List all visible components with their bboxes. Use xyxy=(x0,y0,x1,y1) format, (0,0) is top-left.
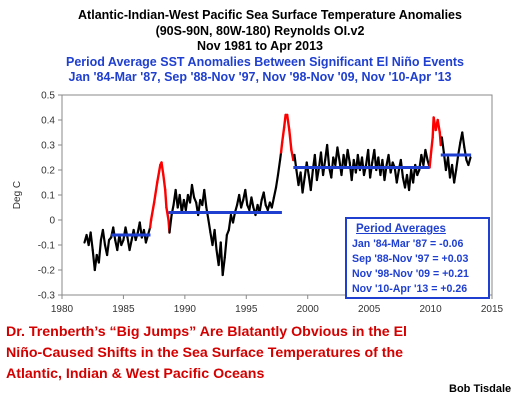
series-segment xyxy=(395,168,400,184)
series-segment xyxy=(369,161,374,179)
series-segment xyxy=(258,198,263,214)
series-segment xyxy=(455,153,460,172)
y-tick-label: 0 xyxy=(49,216,55,227)
series-segment xyxy=(244,188,249,207)
el-nino-segment xyxy=(280,126,286,144)
series-segment xyxy=(301,176,306,194)
x-tick-label: 1985 xyxy=(112,304,135,315)
legend-row: Sep '88-Nov '97 = +0.03 xyxy=(352,253,469,265)
el-nino-segment xyxy=(152,181,159,204)
series-segment xyxy=(461,131,466,149)
series-segment xyxy=(467,156,472,167)
el-nino-segment xyxy=(163,188,168,209)
y-tick-label: 0.2 xyxy=(41,166,55,177)
el-nino-segment xyxy=(149,201,156,222)
x-tick-label: 1990 xyxy=(174,304,197,315)
x-tick-label: 1980 xyxy=(51,304,74,315)
series-segment xyxy=(203,188,208,209)
series-segment xyxy=(346,148,351,164)
el-nino-segment xyxy=(160,161,165,177)
el-nino-segment xyxy=(285,113,291,132)
el-nino-segment xyxy=(282,113,287,129)
el-nino-segment xyxy=(148,218,153,229)
period-average-layer xyxy=(111,153,472,237)
series-segment xyxy=(262,191,267,207)
y-tick-label: 0.1 xyxy=(41,191,55,202)
series-segment xyxy=(274,173,280,189)
el-nino-segment xyxy=(428,156,432,169)
legend-row: Jan '84-Mar '87 = -0.06 xyxy=(352,238,464,250)
x-tick-label: 2005 xyxy=(358,304,381,315)
el-nino-segment xyxy=(162,173,167,192)
series-segment xyxy=(272,186,278,199)
chart-title-line-1: Atlantic-Indian-West Pacific Sea Surface… xyxy=(78,8,462,22)
el-nino-segment xyxy=(279,141,284,154)
el-nino-segment xyxy=(165,206,170,222)
period-averages-legend: Period Averages Jan '84-Mar '87 = -0.06 … xyxy=(345,217,490,299)
legend-row: Nov '10-Apr '13 = +0.26 xyxy=(352,283,468,295)
y-axis: -0.3 -0.2 -0.1 0 0.1 0.2 0.3 0.4 0.5 xyxy=(38,91,62,302)
x-tick-label: 1995 xyxy=(235,304,258,315)
series-segment xyxy=(168,213,173,234)
x-axis: 1980 1985 1990 1995 2000 2005 2010 2015 xyxy=(51,295,504,315)
y-tick-label: -0.2 xyxy=(38,266,56,277)
x-tick-label: 2000 xyxy=(297,304,320,315)
series-segment xyxy=(97,238,103,264)
x-tick-label: 2010 xyxy=(419,304,442,315)
chart-title-line-3: Nov 1981 to Apr 2013 xyxy=(197,39,323,53)
series-segment xyxy=(89,231,94,252)
y-tick-label: 0.5 xyxy=(41,91,55,102)
author-credit: Bob Tisdale xyxy=(449,383,512,395)
el-nino-segment xyxy=(436,118,441,134)
series-segment xyxy=(453,168,458,184)
series-segment xyxy=(336,146,341,162)
y-axis-label: Deg C xyxy=(12,181,23,209)
series-segment xyxy=(309,168,314,192)
series-segment xyxy=(457,141,462,157)
y-tick-label: -0.3 xyxy=(38,291,56,302)
series-segment xyxy=(105,238,111,257)
chart-subtitle-line-1: Period Average SST Anomalies Between Sig… xyxy=(66,55,464,69)
chart-subtitle-line-2: Jan '84-Mar '87, Sep '88-Nov '97, Nov '9… xyxy=(69,70,452,84)
chart-title-line-2: (90S-90N, 80W-180) Reynolds OI.v2 xyxy=(156,24,365,38)
series-segment xyxy=(101,228,107,247)
y-tick-label: -0.1 xyxy=(38,241,56,252)
series-segment xyxy=(250,196,255,209)
series-segment xyxy=(278,151,283,162)
series-segment xyxy=(207,218,212,234)
series-segment xyxy=(424,148,429,162)
series-segment xyxy=(315,166,321,182)
series-segment xyxy=(276,158,282,177)
series-segment xyxy=(231,211,237,224)
series-segment xyxy=(270,196,276,209)
y-tick-label: 0.4 xyxy=(41,116,55,127)
series-segment xyxy=(440,136,445,154)
series-segment xyxy=(326,143,331,169)
series-segment xyxy=(240,198,245,209)
caption: Dr. Trenberth’s “Big Jumps” Are Blatantl… xyxy=(6,324,408,382)
series-segment xyxy=(190,183,196,199)
x-tick-label: 2015 xyxy=(481,304,504,315)
legend-row: Nov '98-Nov '09 = +0.21 xyxy=(352,268,469,280)
series-segment xyxy=(128,238,133,252)
legend-title: Period Averages xyxy=(356,223,446,235)
series-segment xyxy=(221,256,226,277)
series-segment xyxy=(223,233,228,259)
series-segment xyxy=(213,228,218,252)
el-nino-segment xyxy=(429,136,434,159)
y-tick-label: 0.3 xyxy=(41,141,55,152)
el-nino-segment xyxy=(288,128,293,152)
el-nino-segment xyxy=(156,163,162,184)
